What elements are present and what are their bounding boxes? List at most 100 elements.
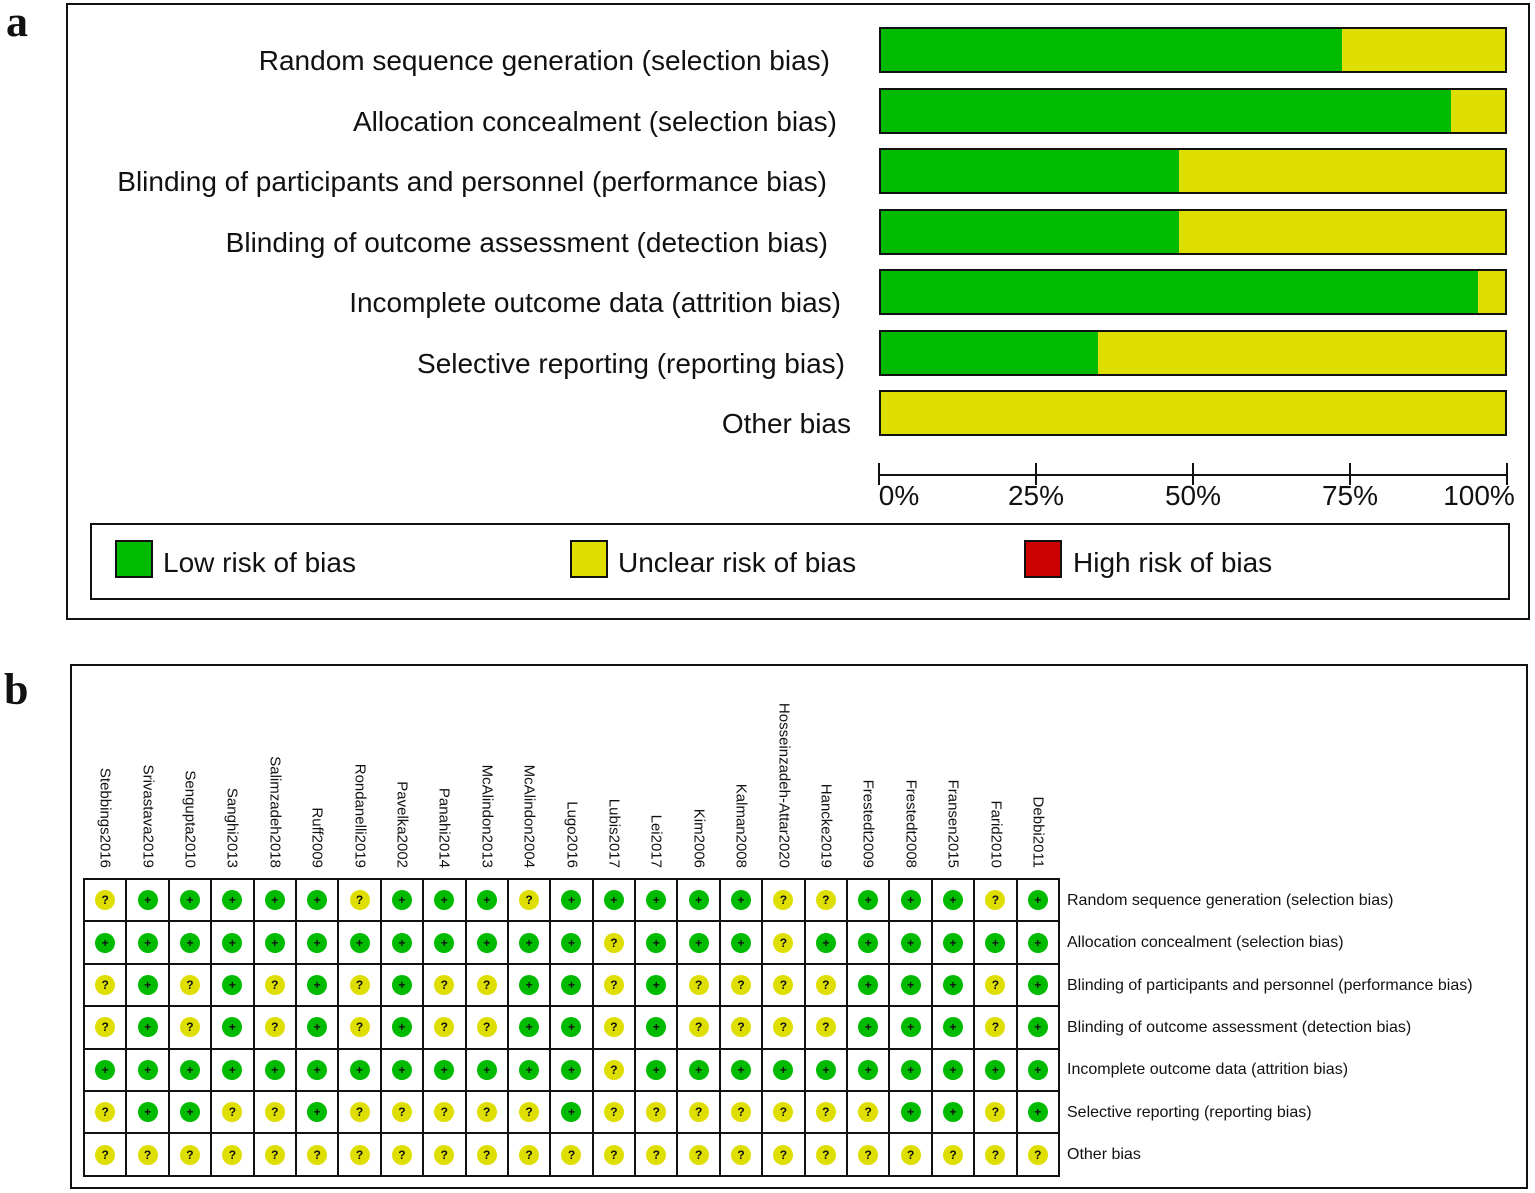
risk-dot-unclear: ? (519, 1102, 540, 1123)
risk-dot-low: + (137, 1017, 158, 1038)
risk-cell: + (805, 1049, 849, 1092)
risk-cell: + (254, 880, 297, 923)
study-name: Pavelka2002 (393, 781, 411, 868)
risk-dot-low: + (688, 1059, 709, 1080)
risk-cell: ? (339, 1134, 382, 1177)
risk-dot-low: + (137, 974, 158, 995)
risk-dot-unclear: ? (688, 1102, 709, 1123)
risk-dot-low: + (943, 1059, 963, 1080)
study-name: Kim2006 (690, 808, 708, 868)
risk-cell: ? (932, 1134, 976, 1177)
bar-label: Incomplete outcome data (attrition bias) (349, 287, 841, 318)
legend-text-unclear: Unclear risk of bias (618, 547, 857, 578)
risk-cell: + (254, 922, 297, 965)
risk-cell: ? (339, 1091, 382, 1135)
risk-cell: + (636, 922, 679, 965)
risk-dot-unclear: ? (773, 1017, 794, 1038)
risk-cell: + (1017, 1007, 1060, 1050)
risk-cell: + (720, 880, 764, 923)
risk-cell: ? (678, 1091, 721, 1135)
risk-dot-unclear: ? (858, 1144, 879, 1165)
risk-cell: + (678, 880, 721, 923)
bar-segment-low (881, 90, 1451, 132)
risk-cell: + (508, 964, 552, 1008)
domain-label: Other bias (1067, 1146, 1141, 1164)
risk-dot-low: + (561, 1017, 582, 1038)
risk-cell: ? (763, 1134, 806, 1177)
risk-cell: ? (678, 1134, 721, 1177)
risk-dot-low: + (561, 890, 582, 911)
risk-cell: + (551, 964, 594, 1008)
risk-dot-low: + (307, 932, 328, 953)
risk-dot-low: + (561, 1102, 582, 1123)
risk-dot-low: + (1027, 1017, 1048, 1038)
risk-cell: + (678, 922, 721, 965)
risk-dot-unclear: ? (603, 932, 624, 953)
domain-label: Random sequence generation (selection bi… (1067, 891, 1394, 909)
risk-dot-low: + (943, 1017, 963, 1038)
risk-cell: ? (975, 964, 1018, 1008)
risk-dot-unclear: ? (222, 1102, 243, 1123)
risk-dot-low: + (1027, 1102, 1048, 1123)
risk-cell: + (127, 1091, 170, 1135)
risk-dot-unclear: ? (307, 1144, 328, 1165)
risk-cell: + (127, 1007, 170, 1050)
risk-cell: + (466, 922, 509, 965)
risk-cell: ? (508, 880, 552, 923)
risk-dot-unclear: ? (519, 1144, 540, 1165)
legend-swatch-unclear (570, 540, 608, 578)
risk-cell: + (296, 922, 340, 965)
risk-cell: + (127, 922, 170, 965)
study-name: Sengupta2010 (181, 770, 199, 868)
domain-label: Selective reporting (reporting bias) (1067, 1103, 1312, 1121)
risk-dot-unclear: ? (264, 974, 285, 995)
bar-label: Other bias (721, 408, 851, 439)
bar-label: Blinding of participants and personnel (… (117, 166, 827, 197)
risk-cell: ? (848, 1134, 891, 1177)
risk-cell: ? (169, 964, 213, 1008)
study-name: Salimzadeh2018 (266, 756, 284, 868)
risk-cell: + (339, 1049, 382, 1092)
domain-label: Incomplete outcome data (attrition bias) (1067, 1061, 1349, 1079)
x-tick-label: 75% (1321, 480, 1379, 511)
risk-dot-unclear: ? (137, 1144, 158, 1165)
risk-cell: + (975, 922, 1018, 965)
risk-dot-unclear: ? (985, 1144, 1006, 1165)
domain-label: Allocation concealment (selection bias) (1067, 934, 1344, 952)
risk-dot-low: + (858, 974, 879, 995)
risk-dot-low: + (943, 974, 963, 995)
risk-cell: ? (85, 1134, 128, 1177)
study-name: McAlindon2004 (520, 764, 538, 868)
risk-cell: ? (805, 1134, 849, 1177)
risk-cell: ? (848, 1091, 891, 1135)
risk-cell: + (678, 1049, 721, 1092)
risk-dot-unclear: ? (688, 974, 709, 995)
risk-dot-low: + (1027, 890, 1048, 911)
risk-cell: + (508, 1007, 552, 1050)
risk-cell: ? (339, 1007, 382, 1050)
risk-dot-low: + (561, 932, 582, 953)
stacked-bar (879, 209, 1507, 255)
risk-cell: ? (551, 1134, 594, 1177)
risk-cell: ? (1017, 1134, 1060, 1177)
study-name: Sanghi2013 (223, 787, 241, 868)
risk-dot-unclear: ? (179, 1144, 200, 1165)
risk-cell: + (636, 1049, 679, 1092)
risk-cell: ? (805, 964, 849, 1008)
risk-dot-low: + (900, 974, 921, 995)
risk-cell: + (381, 1049, 425, 1092)
risk-dot-unclear: ? (349, 890, 370, 911)
risk-cell: + (848, 922, 891, 965)
bar-segment-low (881, 211, 1180, 253)
legend-text-high: High risk of bias (1073, 547, 1273, 578)
x-axis (878, 463, 1508, 485)
risk-cell: + (551, 1091, 594, 1135)
risk-dot-low: + (434, 890, 455, 911)
risk-cell: + (932, 922, 976, 965)
risk-cell: ? (212, 1134, 255, 1177)
risk-dot-low: + (943, 1102, 963, 1123)
study-name: Lubis2017 (605, 798, 623, 868)
risk-dot-unclear: ? (603, 1144, 624, 1165)
risk-cell: ? (805, 880, 849, 923)
risk-cell: + (296, 880, 340, 923)
